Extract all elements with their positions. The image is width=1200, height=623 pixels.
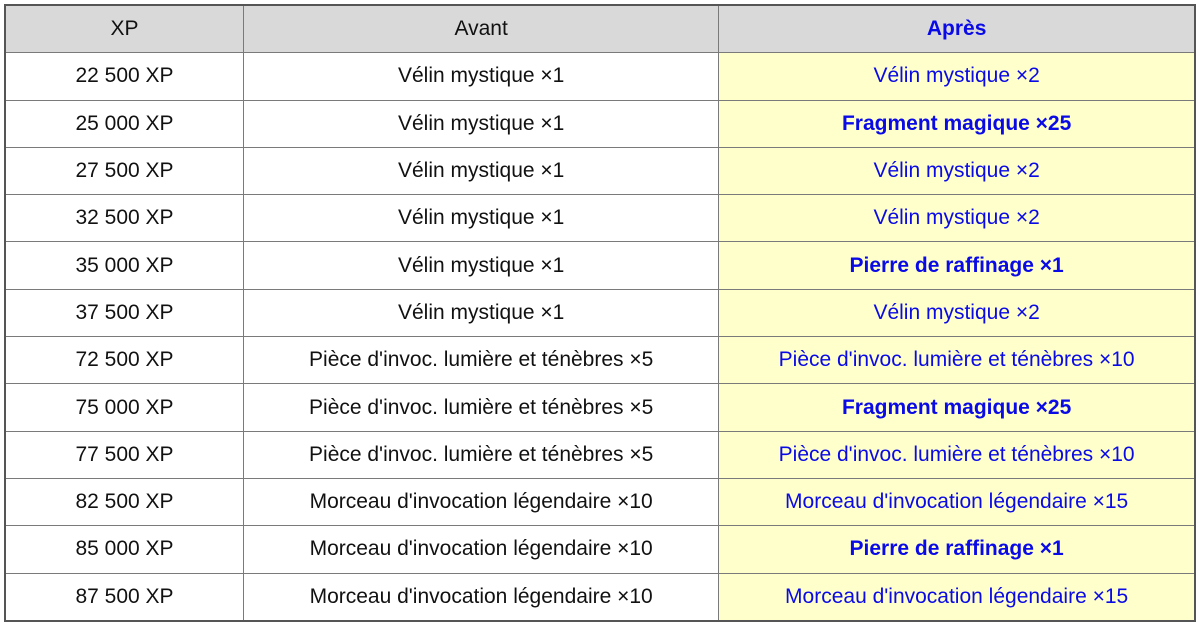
cell-apres: Fragment magique ×25 bbox=[718, 99, 1196, 148]
cell-xp: 22 500 XP bbox=[4, 52, 245, 101]
cell-avant: Vélin mystique ×1 bbox=[243, 288, 720, 338]
header-xp: XP bbox=[4, 4, 245, 54]
table-row: 35 000 XP Vélin mystique ×1 Pierre de raff… bbox=[4, 241, 1196, 290]
table-row: 85 000 XP Morceau d'invocation légendaire… bbox=[4, 525, 1196, 574]
cell-apres: Pièce d'invoc. lumière et ténèbres ×10 bbox=[718, 336, 1196, 385]
cell-xp: 32 500 XP bbox=[4, 194, 245, 243]
cell-xp: 72 500 XP bbox=[4, 336, 245, 385]
cell-xp: 35 000 XP bbox=[4, 241, 245, 290]
header-apres: Après bbox=[718, 4, 1196, 54]
table-row: 22 500 XP Vélin mystique ×1 Vélin mystique… bbox=[4, 52, 1196, 101]
cell-apres: Vélin mystique ×2 bbox=[718, 52, 1196, 101]
cell-xp: 77 500 XP bbox=[4, 430, 245, 479]
cell-xp: 87 500 XP bbox=[4, 572, 245, 622]
cell-avant: Pièce d'invoc. lumière et ténèbres ×5 bbox=[243, 430, 720, 479]
table-row: 72 500 XP Pièce d'invoc. lumière et ténèb… bbox=[4, 336, 1196, 385]
cell-avant: Vélin mystique ×1 bbox=[243, 241, 720, 290]
cell-avant: Morceau d'invocation légendaire ×10 bbox=[243, 525, 720, 574]
cell-apres: Pierre de raffinage ×1 bbox=[718, 525, 1196, 574]
cell-xp: 82 500 XP bbox=[4, 477, 245, 527]
cell-xp: 25 000 XP bbox=[4, 99, 245, 148]
cell-avant: Vélin mystique ×1 bbox=[243, 52, 720, 101]
cell-apres: Fragment magique ×25 bbox=[718, 383, 1196, 432]
cell-apres: Vélin mystique ×2 bbox=[718, 146, 1196, 196]
cell-apres: Morceau d'invocation légendaire ×15 bbox=[718, 572, 1196, 622]
cell-avant: Pièce d'invoc. lumière et ténèbres ×5 bbox=[243, 336, 720, 385]
cell-xp: 37 500 XP bbox=[4, 288, 245, 338]
cell-apres: Vélin mystique ×2 bbox=[718, 288, 1196, 338]
cell-avant: Morceau d'invocation légendaire ×10 bbox=[243, 477, 720, 527]
table-row: 87 500 XP Morceau d'invocation légendaire… bbox=[4, 572, 1196, 622]
table-row: 27 500 XP Vélin mystique ×1 Vélin mystique… bbox=[4, 146, 1196, 196]
cell-avant: Vélin mystique ×1 bbox=[243, 99, 720, 148]
table-row: 32 500 XP Vélin mystique ×1 Vélin mystique… bbox=[4, 194, 1196, 243]
rewards-table: XP Avant Après 22 500 XP Vélin mystique ×… bbox=[4, 4, 1196, 622]
cell-xp: 85 000 XP bbox=[4, 525, 245, 574]
cell-avant: Vélin mystique ×1 bbox=[243, 146, 720, 196]
table-row: 37 500 XP Vélin mystique ×1 Vélin mystique… bbox=[4, 288, 1196, 338]
table-row: 82 500 XP Morceau d'invocation légendaire… bbox=[4, 477, 1196, 527]
cell-avant: Vélin mystique ×1 bbox=[243, 194, 720, 243]
table-row: 77 500 XP Pièce d'invoc. lumière et ténèb… bbox=[4, 430, 1196, 479]
cell-apres: Pierre de raffinage ×1 bbox=[718, 241, 1196, 290]
cell-xp: 27 500 XP bbox=[4, 146, 245, 196]
cell-apres: Vélin mystique ×2 bbox=[718, 194, 1196, 243]
cell-apres: Morceau d'invocation légendaire ×15 bbox=[718, 477, 1196, 527]
cell-avant: Morceau d'invocation légendaire ×10 bbox=[243, 572, 720, 622]
table-row: 75 000 XP Pièce d'invoc. lumière et ténèb… bbox=[4, 383, 1196, 432]
cell-xp: 75 000 XP bbox=[4, 383, 245, 432]
header-avant: Avant bbox=[243, 4, 720, 54]
cell-apres: Pièce d'invoc. lumière et ténèbres ×10 bbox=[718, 430, 1196, 479]
header-row: XP Avant Après bbox=[4, 4, 1196, 54]
cell-avant: Pièce d'invoc. lumière et ténèbres ×5 bbox=[243, 383, 720, 432]
table-row: 25 000 XP Vélin mystique ×1 Fragment magiq… bbox=[4, 99, 1196, 148]
